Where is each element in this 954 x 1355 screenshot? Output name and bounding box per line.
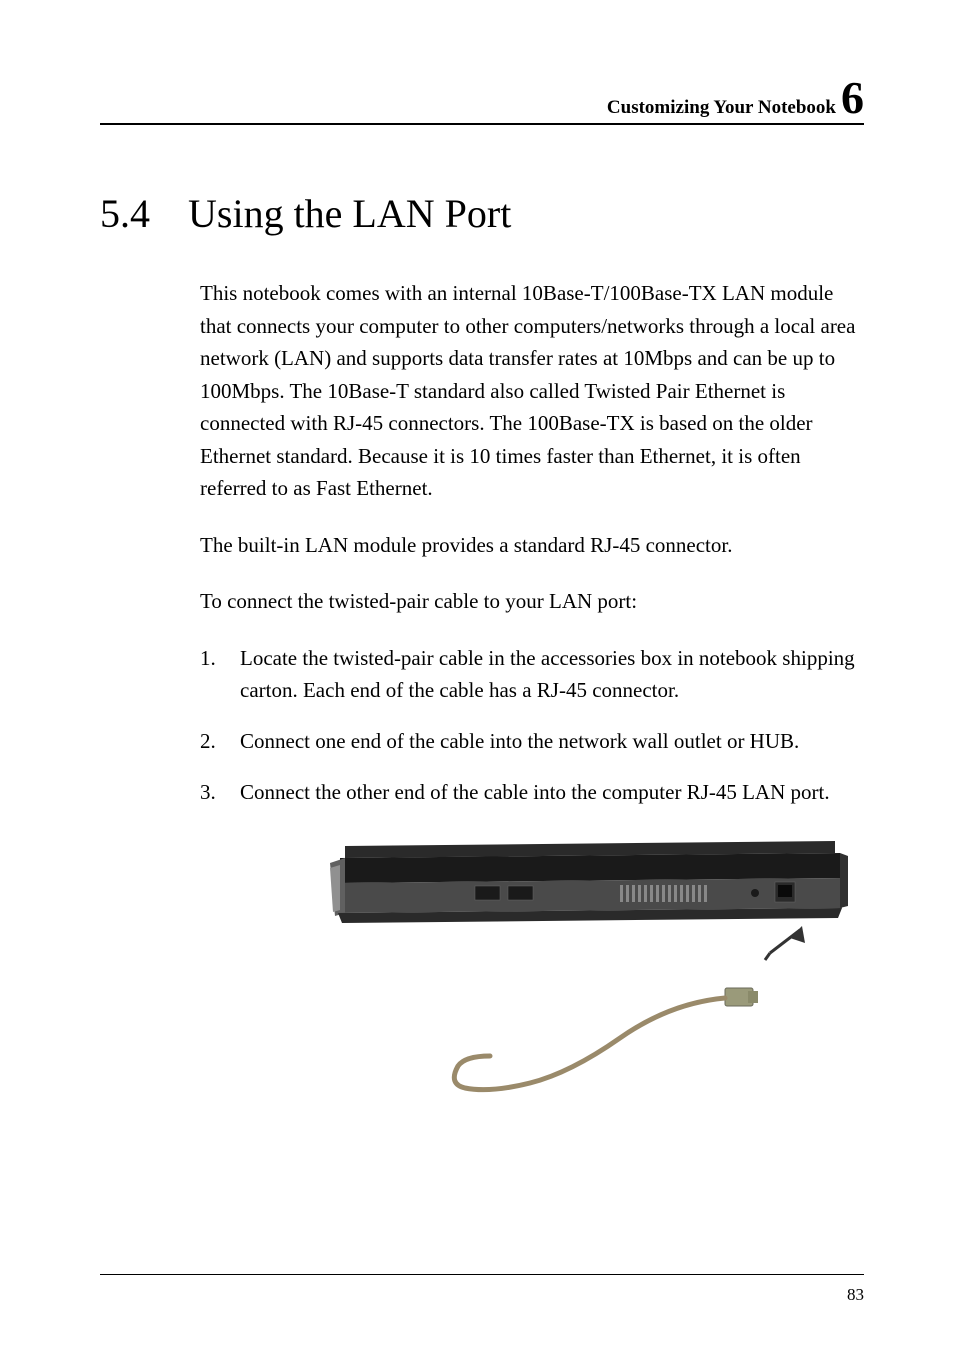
laptop-body-middle (338, 878, 842, 913)
laptop-illustration (330, 838, 850, 1128)
step-number-2: 2. (200, 725, 220, 758)
port-2 (508, 886, 533, 900)
page-header: Customizing Your Notebook 6 (100, 75, 864, 125)
port-1 (475, 886, 500, 900)
section-title-text: Using the LAN Port (188, 190, 511, 237)
lan-port-inner (778, 885, 792, 897)
paragraph-1: This notebook comes with an internal 10B… (200, 277, 864, 505)
step-item-3: 3. Connect the other end of the cable in… (200, 776, 864, 809)
step-text-2: Connect one end of the cable into the ne… (240, 725, 864, 758)
paragraph-2: The built-in LAN module provides a stand… (200, 529, 864, 562)
laptop-left-highlight (330, 865, 340, 912)
ethernet-cable (454, 988, 758, 1090)
header-text-container: Customizing Your Notebook 6 (607, 75, 864, 121)
vent-grille (620, 885, 707, 902)
step-text-3: Connect the other end of the cable into … (240, 776, 864, 809)
paragraph-3: To connect the twisted-pair cable to you… (200, 585, 864, 618)
step-item-2: 2. Connect one end of the cable into the… (200, 725, 864, 758)
page-footer: 83 (100, 1274, 864, 1305)
header-chapter-label: Customizing Your Notebook (607, 97, 836, 119)
laptop-rear-svg (330, 838, 850, 1128)
step-text-1: Locate the twisted-pair cable in the acc… (240, 642, 864, 707)
cable-path (454, 998, 725, 1090)
small-port (751, 889, 759, 897)
section-title: 5.4 Using the LAN Port (100, 190, 864, 237)
section-number: 5.4 (100, 190, 150, 237)
laptop-right-edge (840, 853, 848, 908)
steps-list: 1. Locate the twisted-pair cable in the … (200, 642, 864, 808)
header-chapter-number: 6 (841, 75, 864, 121)
page-number: 83 (847, 1285, 864, 1304)
step-number-1: 1. (200, 642, 220, 707)
body-content: This notebook comes with an internal 10B… (200, 277, 864, 1128)
rj45-clip (748, 991, 758, 1003)
arrow-indicator (765, 926, 805, 960)
laptop-body-upper (340, 853, 840, 883)
step-item-1: 1. Locate the twisted-pair cable in the … (200, 642, 864, 707)
step-number-3: 3. (200, 776, 220, 809)
